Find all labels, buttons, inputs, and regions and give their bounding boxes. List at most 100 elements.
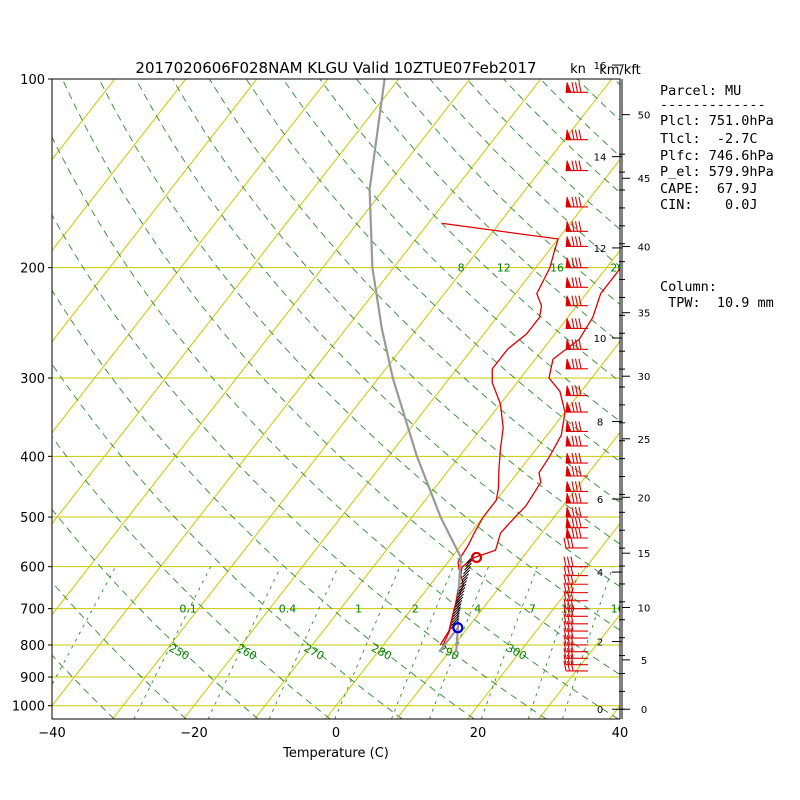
wind-barb-feather [563, 654, 567, 665]
height-kft-label: 50 [638, 111, 651, 122]
wind-barb-feather [566, 613, 571, 624]
cape-hatch-mark [454, 603, 462, 611]
mixing-ratio-label: 0.1 [179, 603, 197, 616]
wind-barb-pennant [565, 236, 572, 247]
y-tick-label: 900 [20, 671, 45, 686]
wind-barb-pennant [565, 465, 572, 477]
wind-barb-feather [563, 634, 567, 646]
wind-barb-feather [571, 492, 575, 504]
height-axis: 0 2 4 6 8 10 12 14 16 0 5 10 15 20 25 30 35 40 45 50 [594, 61, 651, 719]
info-column: Column: [660, 279, 717, 295]
lcl-marker [452, 622, 464, 634]
wind-barb-feather [578, 358, 582, 369]
wind-barb-pennant [565, 506, 572, 518]
wind-barb [563, 606, 588, 617]
wind-barb-feather [566, 627, 571, 639]
mixing-ratio-line [268, 566, 339, 719]
mixing-ratio-label: 16 [611, 603, 625, 616]
y-tick-label: 200 [20, 262, 45, 277]
wind-barb-feather [570, 556, 574, 567]
dry-adiabat-line [209, 79, 620, 503]
wind-barb-pennant [565, 452, 572, 464]
wind-barb-feather [574, 236, 579, 247]
isotherm-line [52, 79, 471, 616]
height-kft-label: 0 [641, 705, 647, 716]
height-kft-label: 10 [638, 603, 651, 614]
isotherm-line [183, 158, 620, 719]
dry-adiabat-line [52, 581, 187, 719]
cape-hatch-mark [464, 562, 472, 571]
wind-barb-pennant [565, 527, 572, 539]
sounding-curves [368, 79, 620, 653]
info-cape: CAPE: 67.9J [660, 181, 758, 197]
wind-barb-feather [571, 160, 575, 171]
wind-barb [565, 318, 588, 329]
wind-barb-feather [563, 582, 567, 593]
height-km-label: 14 [594, 153, 607, 164]
mixing-ratio-label: 1 [355, 603, 362, 616]
isotherm-line [52, 79, 400, 525]
wind-barb [565, 221, 588, 232]
mixing-ratio-line [133, 566, 212, 719]
wind-barb-feather [578, 318, 582, 329]
x-tick-label: 40 [612, 726, 629, 741]
wind-barb [563, 641, 588, 653]
wind-barb-feather [566, 620, 571, 632]
wind-barb-feather [571, 221, 575, 232]
wind-barb-feather [571, 82, 575, 93]
info-plfc: Plfc: 746.6hPa [660, 148, 774, 164]
dry-adiabat-line [61, 79, 620, 676]
cape-hatch-mark [451, 615, 460, 624]
wind-barb [563, 582, 588, 594]
wind-barb-feather [574, 435, 579, 447]
wind-barb [565, 358, 588, 370]
wind-barb [563, 648, 588, 659]
wind-barb-feather [570, 627, 574, 639]
wind-barb-pennant [565, 221, 572, 232]
wind-barb-feather [578, 452, 582, 464]
wind-barb-feather [578, 160, 582, 171]
wind-barb-feather [566, 660, 571, 672]
dry-adiabat-line [356, 79, 620, 344]
wind-barb-feather [574, 517, 579, 528]
cape-hatch-mark [456, 590, 465, 599]
wind-barb-feather [571, 421, 575, 432]
wind-barb-feather [570, 537, 574, 549]
wind-barb-feather [574, 318, 579, 329]
mixing-ratio-line [480, 566, 538, 719]
y-tick-label: 600 [20, 561, 45, 576]
cape-hatch-mark [452, 609, 461, 618]
info-parcel: Parcel: MU [660, 83, 741, 99]
wind-barb-feather [566, 590, 571, 601]
isotherm-line [254, 249, 620, 719]
wind-barb-feather [570, 582, 574, 593]
cape-hatch-mark [457, 587, 466, 595]
parcel-info-panel: Parcel: MU ------------- Plcl: 751.0hPa … [660, 83, 774, 311]
x-axis-label: Temperature (C) [282, 746, 389, 761]
wind-barb-feather [578, 129, 582, 140]
wind-barb [565, 196, 588, 208]
wind-barb-feather [574, 492, 579, 504]
wind-barb-feather [570, 654, 574, 665]
wind-barb [563, 537, 588, 549]
wind-barb [565, 257, 588, 269]
wind-barb [565, 82, 588, 93]
cape-hatch-mark [465, 559, 473, 567]
wind-barb-feather [566, 574, 571, 585]
wind-barb-feather [566, 537, 571, 549]
wind-barb [563, 565, 588, 577]
wind-barb-feather [574, 82, 579, 93]
mixing-ratio-label: 4 [474, 603, 481, 616]
wind-barb-feather [578, 221, 582, 232]
wind-barb [565, 236, 588, 247]
height-kft-label: 5 [641, 656, 647, 667]
wind-barb-pennant [565, 401, 572, 413]
isotherm-line [396, 431, 620, 719]
wind-barb-feather [578, 339, 582, 350]
wind-barb-feather [578, 517, 582, 528]
mixing-ratio-line [391, 566, 454, 719]
dry-adiabat-line [52, 508, 259, 719]
wind-barb [565, 492, 588, 504]
cape-hatch-mark [453, 606, 462, 614]
